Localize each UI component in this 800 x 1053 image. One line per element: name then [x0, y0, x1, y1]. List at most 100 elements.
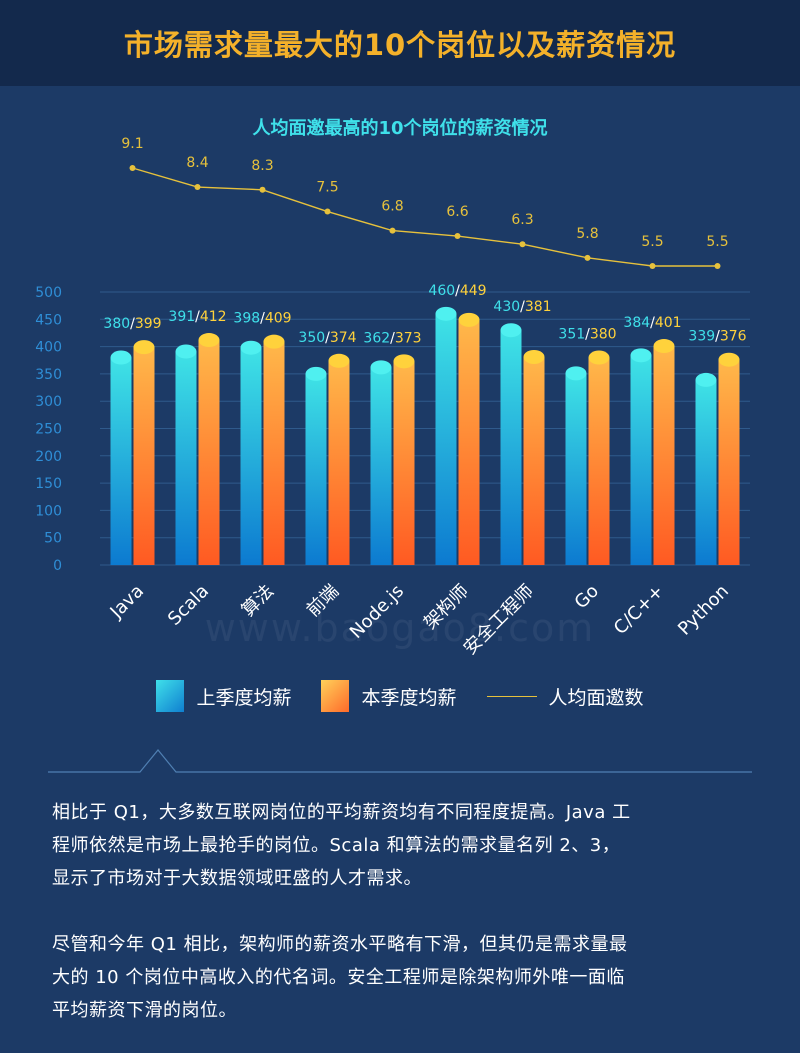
line-value-label: 6.8 [381, 199, 403, 215]
legend-label-line: 人均面邀数 [548, 686, 644, 709]
divider-callout [48, 749, 752, 773]
legend-item-last: 上季度均薪 [156, 680, 291, 712]
chart-legend: 上季度均薪 本季度均薪 人均面邀数 [0, 676, 800, 716]
bar-last-quarter [370, 367, 392, 565]
legend-swatch-last [156, 680, 185, 712]
page-title: 市场需求量最大的10个岗位以及薪资情况 [123, 28, 677, 62]
bar-this-quarter [133, 347, 155, 565]
bar-cap-last [500, 323, 522, 338]
paragraph-line: 平均薪资下滑的岗位。 [52, 1000, 237, 1021]
line-series [132, 167, 718, 267]
line-point [129, 165, 136, 171]
bar-this-quarter [393, 361, 415, 565]
bar-last-quarter [435, 313, 457, 565]
bar-cap-cur [653, 339, 675, 354]
y-tick-label: 50 [44, 531, 62, 547]
line-point [324, 208, 331, 215]
bar-value-label: 398/409 [233, 311, 291, 327]
bar-cap-last [565, 366, 587, 381]
bar-cap-cur [263, 334, 285, 349]
line-point [584, 254, 591, 261]
legend-item-cur: 本季度均薪 [321, 680, 457, 712]
bar-last-quarter [630, 355, 652, 565]
bar-this-quarter [718, 359, 740, 565]
paragraph-line: 大的 10 个岗位中高收入的代名词。安全工程师是除架构师外唯一面临 [52, 967, 625, 988]
bar-value-label: 339/376 [688, 329, 746, 345]
bar-value-label: 391/412 [168, 309, 226, 325]
line-value-label: 5.5 [706, 234, 728, 250]
bar-cap-last [175, 344, 197, 359]
y-tick-label: 400 [35, 340, 62, 356]
line-value-label: 9.1 [121, 136, 143, 152]
y-tick-label: 200 [35, 449, 62, 465]
bar-cap-last [435, 306, 457, 321]
paragraph-line: 显示了市场对于大数据领域旺盛的人才需求。 [52, 868, 422, 889]
bar-this-quarter [653, 346, 675, 565]
bar-last-quarter [565, 373, 587, 565]
bar-this-quarter [263, 341, 285, 565]
bar-cap-cur [588, 350, 610, 365]
legend-label-cur: 本季度均薪 [361, 686, 457, 709]
y-tick-label: 150 [35, 476, 62, 492]
bar-last-quarter [305, 373, 327, 565]
bar-cap-last [240, 340, 262, 355]
bar-this-quarter [458, 319, 480, 565]
bar-cap-cur [393, 354, 415, 369]
paragraph-line: 程师依然是市场上最抢手的岗位。Scala 和算法的需求量名列 2、3， [52, 835, 621, 856]
line-value-label: 6.6 [446, 204, 468, 220]
bar-value-label: 430/381 [493, 299, 551, 315]
bar-value-label: 350/374 [298, 330, 356, 346]
line-value-label: 5.8 [576, 226, 598, 242]
bar-cap-last [695, 372, 717, 387]
bar-cap-cur [718, 352, 740, 367]
bar-value-label: 351/380 [558, 327, 616, 343]
line-value-label: 6.3 [511, 212, 533, 228]
y-tick-label: 500 [35, 285, 62, 301]
bar-cap-cur [133, 340, 155, 355]
line-value-label: 8.3 [251, 158, 273, 174]
bar-last-quarter [695, 379, 717, 565]
watermark: www.baogao8.com [204, 606, 596, 650]
line-point [259, 186, 266, 193]
line-point [454, 233, 461, 240]
bar-last-quarter [240, 347, 262, 565]
paragraph-1: 相比于 Q1，大多数互联网岗位的平均薪资均有不同程度提高。Java 工 程师依然… [52, 796, 752, 895]
bar-last-quarter [175, 351, 197, 565]
y-tick-label: 100 [35, 503, 62, 519]
line-point [714, 263, 721, 269]
header-banner: 市场需求量最大的10个岗位以及薪资情况 [0, 0, 800, 86]
bar-line-chart: 0 50 100 150 200 250 300 350 400 450 500 9.1 8.4 8.3… [35, 136, 750, 659]
bar-cap-cur [458, 312, 480, 327]
bar-cap-last [630, 348, 652, 363]
legend-swatch-cur [321, 680, 350, 712]
bar-value-label: 362/373 [363, 330, 421, 346]
bar-last-quarter [500, 330, 522, 565]
bar-last-quarter [110, 357, 132, 565]
bar-this-quarter [523, 356, 545, 565]
line-value-label: 7.5 [316, 180, 338, 196]
y-tick-label: 0 [53, 558, 62, 574]
bar-value-label: 380/399 [103, 316, 161, 332]
legend-swatch-line [486, 695, 537, 697]
y-tick-label: 250 [35, 422, 62, 438]
bar-cap-last [370, 360, 392, 375]
chart-title: 人均面邀最高的10个岗位的薪资情况 [252, 118, 548, 139]
line-point [649, 263, 656, 269]
legend-item-line: 人均面邀数 [486, 683, 644, 710]
line-point [519, 241, 526, 248]
bar-value-label: 460/449 [428, 283, 486, 299]
bar-value-label: 384/401 [623, 315, 681, 331]
line-value-label: 8.4 [186, 155, 208, 171]
paragraph-line: 相比于 Q1，大多数互联网岗位的平均薪资均有不同程度提高。Java 工 [52, 802, 631, 823]
y-tick-label: 300 [35, 394, 62, 410]
y-tick-label: 350 [35, 367, 62, 383]
bar-this-quarter [588, 357, 610, 565]
legend-label-last: 上季度均薪 [196, 686, 292, 709]
line-point [389, 227, 396, 234]
bar-this-quarter [198, 340, 220, 565]
bar-cap-cur [198, 333, 220, 348]
line-point [194, 184, 201, 191]
paragraph-2: 尽管和今年 Q1 相比，架构师的薪资水平略有下滑，但其仍是需求量最 大的 10 … [52, 928, 752, 1027]
y-tick-label: 450 [35, 312, 62, 328]
bar-cap-cur [523, 349, 545, 364]
